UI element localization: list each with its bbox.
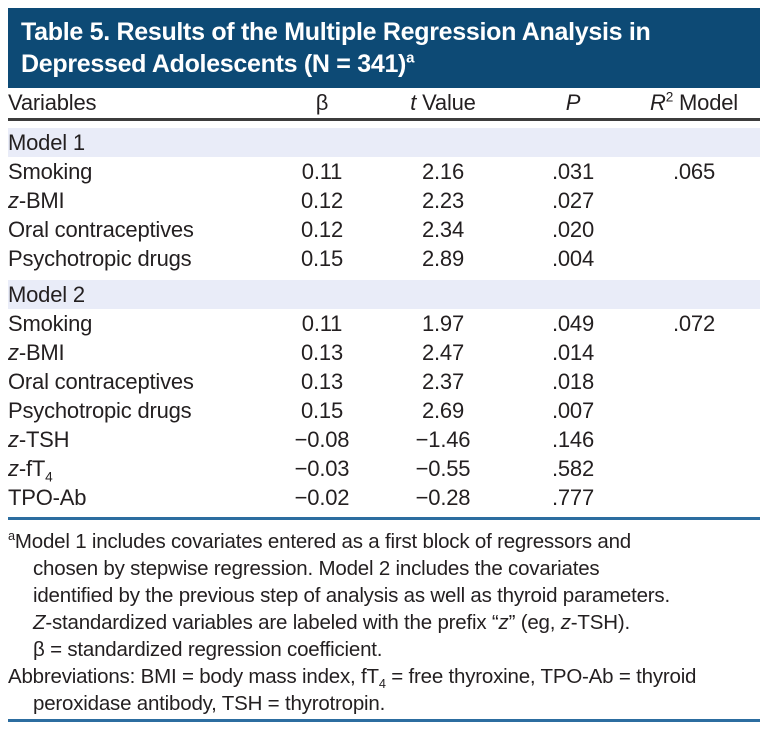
- section-label: Model 2: [8, 280, 760, 309]
- cell-beta: 0.11: [301, 159, 343, 184]
- table-row: Psychotropic drugs 0.15 2.89 .004: [8, 244, 760, 273]
- cell-p-value: .020: [551, 217, 595, 242]
- column-header-p: P: [518, 88, 628, 121]
- cell-beta: 0.11: [301, 311, 343, 336]
- cell-p-value: .049: [551, 311, 595, 336]
- cell-t-value: −0.28: [415, 485, 471, 510]
- table-row: z-fT4 −0.03 −0.55 .582: [8, 454, 760, 483]
- cell-variable: Psychotropic drugs: [8, 246, 192, 271]
- cell-beta: −0.02: [294, 485, 350, 510]
- cell-variable: Smoking: [8, 159, 93, 184]
- cell-t-value: 1.97: [421, 311, 465, 336]
- table-title-line-2: Depressed Adolescents (N = 341)a: [21, 49, 415, 78]
- cell-p-value: .582: [551, 456, 595, 481]
- footnote-line: peroxidase antibody, TSH = thyrotropin.: [33, 692, 386, 715]
- cell-t-value: 2.69: [421, 398, 465, 423]
- table-header-row: Variables β t Value P R2 Model: [8, 88, 760, 121]
- row-spacer: [8, 119, 760, 128]
- cell-r2-model: [628, 425, 760, 454]
- cell-r2-model: [628, 186, 760, 215]
- table-row: TPO-Ab −0.02 −0.28 .777: [8, 483, 760, 512]
- footnote-line: Abbreviations: BMI = body mass index, fT…: [8, 665, 697, 692]
- cell-r2-model: [628, 454, 760, 483]
- table-title-bar: Table 5. Results of the Multiple Regress…: [8, 8, 760, 88]
- cell-r2-model: [628, 215, 760, 244]
- table-row: Psychotropic drugs 0.15 2.69 .007: [8, 396, 760, 425]
- table-body: Model 1 Smoking 0.11 2.16.031.065 z-BMI 0.12 2…: [8, 119, 760, 513]
- regression-table: Variables β t Value P R2 Model Model 1 Sm…: [8, 88, 760, 512]
- cell-beta: 0.12: [300, 217, 344, 242]
- cell-p-value: .777: [551, 485, 595, 510]
- table-row: z-BMI 0.13 2.47 .014: [8, 338, 760, 367]
- column-header-variables: Variables: [8, 88, 276, 121]
- table-row: z-TSH −0.08 −1.46 .146: [8, 425, 760, 454]
- cell-p-value: .146: [551, 427, 595, 452]
- table-row: Smoking 0.11 1.97 .049 .072: [8, 309, 760, 338]
- cell-p-value: .007: [551, 398, 595, 423]
- cell-variable: z-TSH: [8, 427, 70, 452]
- table-title-line-1: Table 5. Results of the Multiple Regress…: [21, 18, 651, 46]
- table-row: Smoking 0.11 2.16 .031 .065: [8, 157, 760, 186]
- cell-beta: 0.15: [300, 246, 344, 271]
- cell-p-value: .027: [551, 188, 595, 213]
- cell-beta: 0.13: [300, 340, 344, 365]
- cell-beta: 0.12: [300, 188, 344, 213]
- cell-t-value: −1.46: [415, 427, 471, 452]
- table-row: Oral contraceptives 0.13 2.37 .018: [8, 367, 760, 396]
- column-header-t-value: t Value: [368, 88, 518, 121]
- footnote-line: Z-standardized variables are labeled wit…: [33, 611, 630, 634]
- table-row: Oral contraceptives 0.12 2.34 .020: [8, 215, 760, 244]
- cell-variable: Psychotropic drugs: [8, 398, 192, 423]
- footnote-line: chosen by stepwise regression. Model 2 i…: [33, 557, 600, 580]
- cell-r2-model: [628, 338, 760, 367]
- cell-t-value: 2.23: [421, 188, 465, 213]
- footnote-line: aModel 1 includes covariates entered as …: [8, 528, 631, 553]
- table-row: z-BMI 0.12 2.23 .027: [8, 186, 760, 215]
- figure-bottom-rule: [8, 719, 760, 722]
- cell-t-value: −0.55: [415, 456, 471, 481]
- column-header-r2-model: R2 Model: [628, 88, 760, 121]
- cell-t-value: 2.34: [421, 217, 465, 242]
- cell-r2-model: .065: [672, 159, 716, 184]
- footnotes: aModel 1 includes covariates entered as …: [8, 528, 760, 717]
- footnote-line: β = standardized regression coefficient.: [33, 638, 383, 661]
- cell-r2-model: [628, 244, 760, 273]
- cell-p-value: .031: [551, 159, 595, 184]
- cell-t-value: 2.89: [421, 246, 465, 271]
- cell-beta: −0.08: [294, 427, 350, 452]
- cell-p-value: .018: [551, 369, 595, 394]
- row-spacer: [8, 273, 760, 280]
- cell-variable: z-BMI: [8, 340, 65, 365]
- cell-variable: z-fT4: [8, 456, 53, 483]
- cell-r2-model: [628, 396, 760, 425]
- cell-variable: TPO-Ab: [8, 485, 87, 510]
- table-header: Variables β t Value P R2 Model: [8, 88, 760, 121]
- cell-beta: 0.15: [300, 398, 344, 423]
- cell-p-value: .014: [551, 340, 595, 365]
- cell-r2-model: [628, 367, 760, 396]
- section-label: Model 1: [8, 128, 760, 157]
- footnote-line: identified by the previous step of analy…: [33, 584, 670, 607]
- cell-variable: Oral contraceptives: [8, 369, 194, 394]
- cell-t-value: 2.47: [421, 340, 465, 365]
- cell-t-value: 2.16: [421, 159, 465, 184]
- cell-r2-model: [628, 483, 760, 512]
- cell-variable: Oral contraceptives: [8, 217, 194, 242]
- cell-r2-model: .072: [672, 311, 716, 336]
- column-header-beta: β: [276, 88, 368, 121]
- cell-beta: 0.13: [300, 369, 344, 394]
- cell-t-value: 2.37: [421, 369, 465, 394]
- section-row: Model 2: [8, 280, 760, 309]
- cell-beta: −0.03: [294, 456, 350, 481]
- table-bottom-rule: [8, 517, 760, 520]
- section-row: Model 1: [8, 128, 760, 157]
- cell-variable: z-BMI: [8, 188, 65, 213]
- cell-p-value: .004: [551, 246, 595, 271]
- cell-variable: Smoking: [8, 311, 93, 336]
